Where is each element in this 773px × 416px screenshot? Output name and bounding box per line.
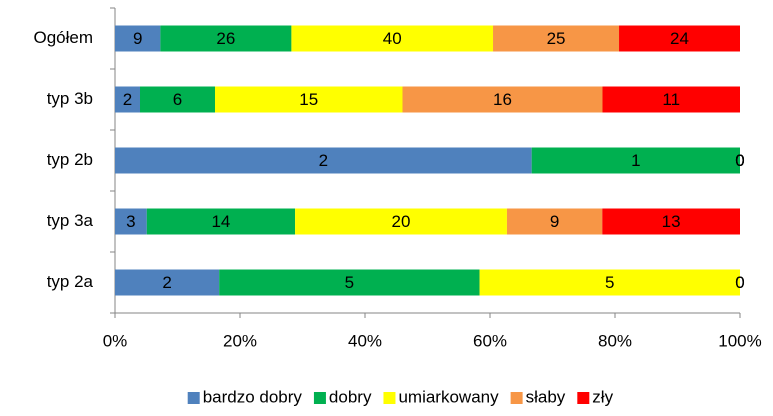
- data-label: 11: [662, 90, 680, 109]
- bar-segment: [115, 269, 220, 296]
- bar-segment: [146, 208, 296, 235]
- bar-segment: [506, 208, 603, 235]
- data-label: 9: [550, 212, 559, 231]
- bar-segment: [619, 25, 740, 52]
- data-label: 0: [735, 273, 744, 292]
- y-tick-label: typ 3a: [47, 211, 94, 230]
- data-label: 9: [133, 29, 142, 48]
- data-label: 3: [126, 212, 135, 231]
- data-label: 40: [383, 29, 402, 48]
- bar-segment: [602, 208, 740, 235]
- data-label: 0: [735, 151, 744, 170]
- data-label: 14: [211, 212, 230, 231]
- x-tick-label: 40%: [348, 331, 382, 350]
- x-tick-label: 20%: [223, 331, 257, 350]
- bar-segment: [402, 86, 603, 113]
- legend-swatch: [510, 392, 523, 404]
- bar-segment: [531, 147, 740, 174]
- x-tick-label: 80%: [598, 331, 632, 350]
- bar-segment: [479, 269, 740, 296]
- data-label: 24: [670, 29, 689, 48]
- legend-label: słaby: [526, 387, 566, 406]
- data-label: 5: [605, 273, 614, 292]
- x-tick-label: 60%: [473, 331, 507, 350]
- legend-swatch: [577, 392, 590, 404]
- legend-swatch: [313, 392, 326, 404]
- bar-segment: [160, 25, 292, 52]
- data-label: 25: [547, 29, 566, 48]
- y-tick-label: typ 3b: [47, 89, 93, 108]
- data-label: 0: [735, 151, 744, 170]
- data-label: 13: [662, 212, 681, 231]
- bar-segment: [140, 86, 215, 113]
- data-label: 20: [392, 212, 411, 231]
- bar-segment: [115, 147, 532, 174]
- data-label: 0: [735, 273, 744, 292]
- y-tick-label: typ 2a: [47, 272, 94, 291]
- x-tick-label: 100%: [718, 331, 761, 350]
- legend-label: umiarkowany: [398, 387, 499, 406]
- bar-segment: [219, 269, 480, 296]
- bar-segment: [291, 25, 494, 52]
- data-label: 0: [735, 151, 744, 170]
- legend-label: dobry: [329, 387, 372, 406]
- legend-swatch: [383, 392, 396, 404]
- legend-label: bardzo dobry: [203, 387, 303, 406]
- y-tick-label: Ogółem: [33, 28, 93, 47]
- data-label: 16: [493, 90, 512, 109]
- x-tick-label: 0%: [103, 331, 128, 350]
- data-label: 2: [319, 151, 328, 170]
- bar-segment: [493, 25, 620, 52]
- data-label: 5: [345, 273, 354, 292]
- data-label: 26: [216, 29, 235, 48]
- legend-label: zły: [592, 387, 613, 406]
- bar-segment: [602, 86, 740, 113]
- data-label: 6: [173, 90, 182, 109]
- bar-segment: [115, 25, 161, 52]
- legend-swatch: [187, 392, 200, 404]
- bar-segment: [295, 208, 507, 235]
- bar-segment: [215, 86, 403, 113]
- data-label: 1: [631, 151, 640, 170]
- data-label: 2: [162, 273, 171, 292]
- y-tick-label: typ 2b: [47, 150, 93, 169]
- data-label: 2: [123, 90, 132, 109]
- bar-segment: [115, 208, 147, 235]
- bar-segment: [115, 86, 140, 113]
- data-label: 15: [299, 90, 318, 109]
